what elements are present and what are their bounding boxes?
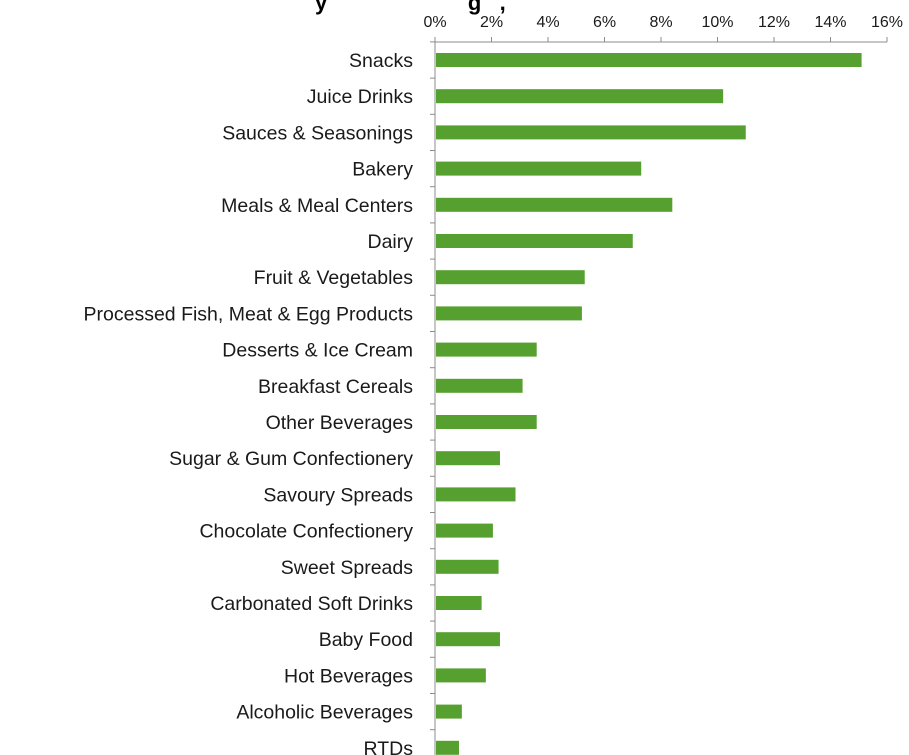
bar bbox=[436, 741, 459, 755]
bar bbox=[436, 270, 585, 284]
bar bbox=[436, 560, 499, 574]
category-label: RTDs bbox=[364, 738, 414, 755]
bar bbox=[436, 125, 746, 139]
category-label: Baby Food bbox=[319, 629, 413, 651]
x-tick-label: 16% bbox=[871, 14, 903, 31]
bar bbox=[436, 379, 523, 393]
x-tick-label: 8% bbox=[649, 14, 672, 31]
category-label: Processed Fish, Meat & Egg Products bbox=[84, 303, 414, 325]
x-tick-label: 6% bbox=[593, 14, 616, 31]
bar bbox=[436, 524, 493, 538]
category-label: Sauces & Seasonings bbox=[222, 122, 413, 144]
chart-title: y g , bbox=[315, 0, 506, 15]
x-axis: 0% 2% 4% 6% 8% 10% 12% 14% 16% bbox=[423, 14, 903, 42]
bar bbox=[436, 343, 537, 357]
category-label: Meals & Meal Centers bbox=[221, 195, 413, 217]
x-tick-label: 10% bbox=[701, 14, 733, 31]
bar bbox=[436, 53, 862, 67]
bar-series bbox=[436, 53, 862, 755]
category-label: Chocolate Confectionery bbox=[199, 521, 413, 543]
bar bbox=[436, 234, 633, 248]
category-label: Alcoholic Beverages bbox=[236, 702, 413, 724]
x-tick-label: 4% bbox=[536, 14, 559, 31]
x-tick-label: 2% bbox=[480, 14, 503, 31]
category-label: Juice Drinks bbox=[307, 86, 413, 108]
bar bbox=[436, 487, 516, 501]
category-label: Bakery bbox=[352, 159, 413, 181]
category-label: Sugar & Gum Confectionery bbox=[169, 448, 413, 470]
category-label: Breakfast Cereals bbox=[258, 376, 413, 398]
category-label: Snacks bbox=[349, 50, 413, 72]
category-label: Fruit & Vegetables bbox=[254, 267, 414, 289]
bar bbox=[436, 162, 641, 176]
bar bbox=[436, 415, 537, 429]
category-label: Savoury Spreads bbox=[263, 484, 413, 506]
category-label: Sweet Spreads bbox=[281, 557, 413, 579]
category-label: Other Beverages bbox=[266, 412, 414, 434]
category-axis: Snacks Juice Drinks Sauces & Seasonings Bak… bbox=[84, 42, 435, 755]
bar bbox=[436, 89, 723, 103]
bar bbox=[436, 632, 500, 646]
category-label: Desserts & Ice Cream bbox=[222, 340, 413, 362]
bar bbox=[436, 668, 486, 682]
bar bbox=[436, 306, 582, 320]
category-label: Carbonated Soft Drinks bbox=[210, 593, 413, 615]
x-tick-label: 14% bbox=[814, 14, 846, 31]
bar bbox=[436, 705, 462, 719]
category-label: Dairy bbox=[367, 231, 413, 253]
bar bbox=[436, 596, 482, 610]
x-tick-label: 0% bbox=[423, 14, 446, 31]
bar bbox=[436, 198, 672, 212]
category-label: Hot Beverages bbox=[284, 665, 413, 687]
x-tick-label: 12% bbox=[758, 14, 790, 31]
bar bbox=[436, 451, 500, 465]
